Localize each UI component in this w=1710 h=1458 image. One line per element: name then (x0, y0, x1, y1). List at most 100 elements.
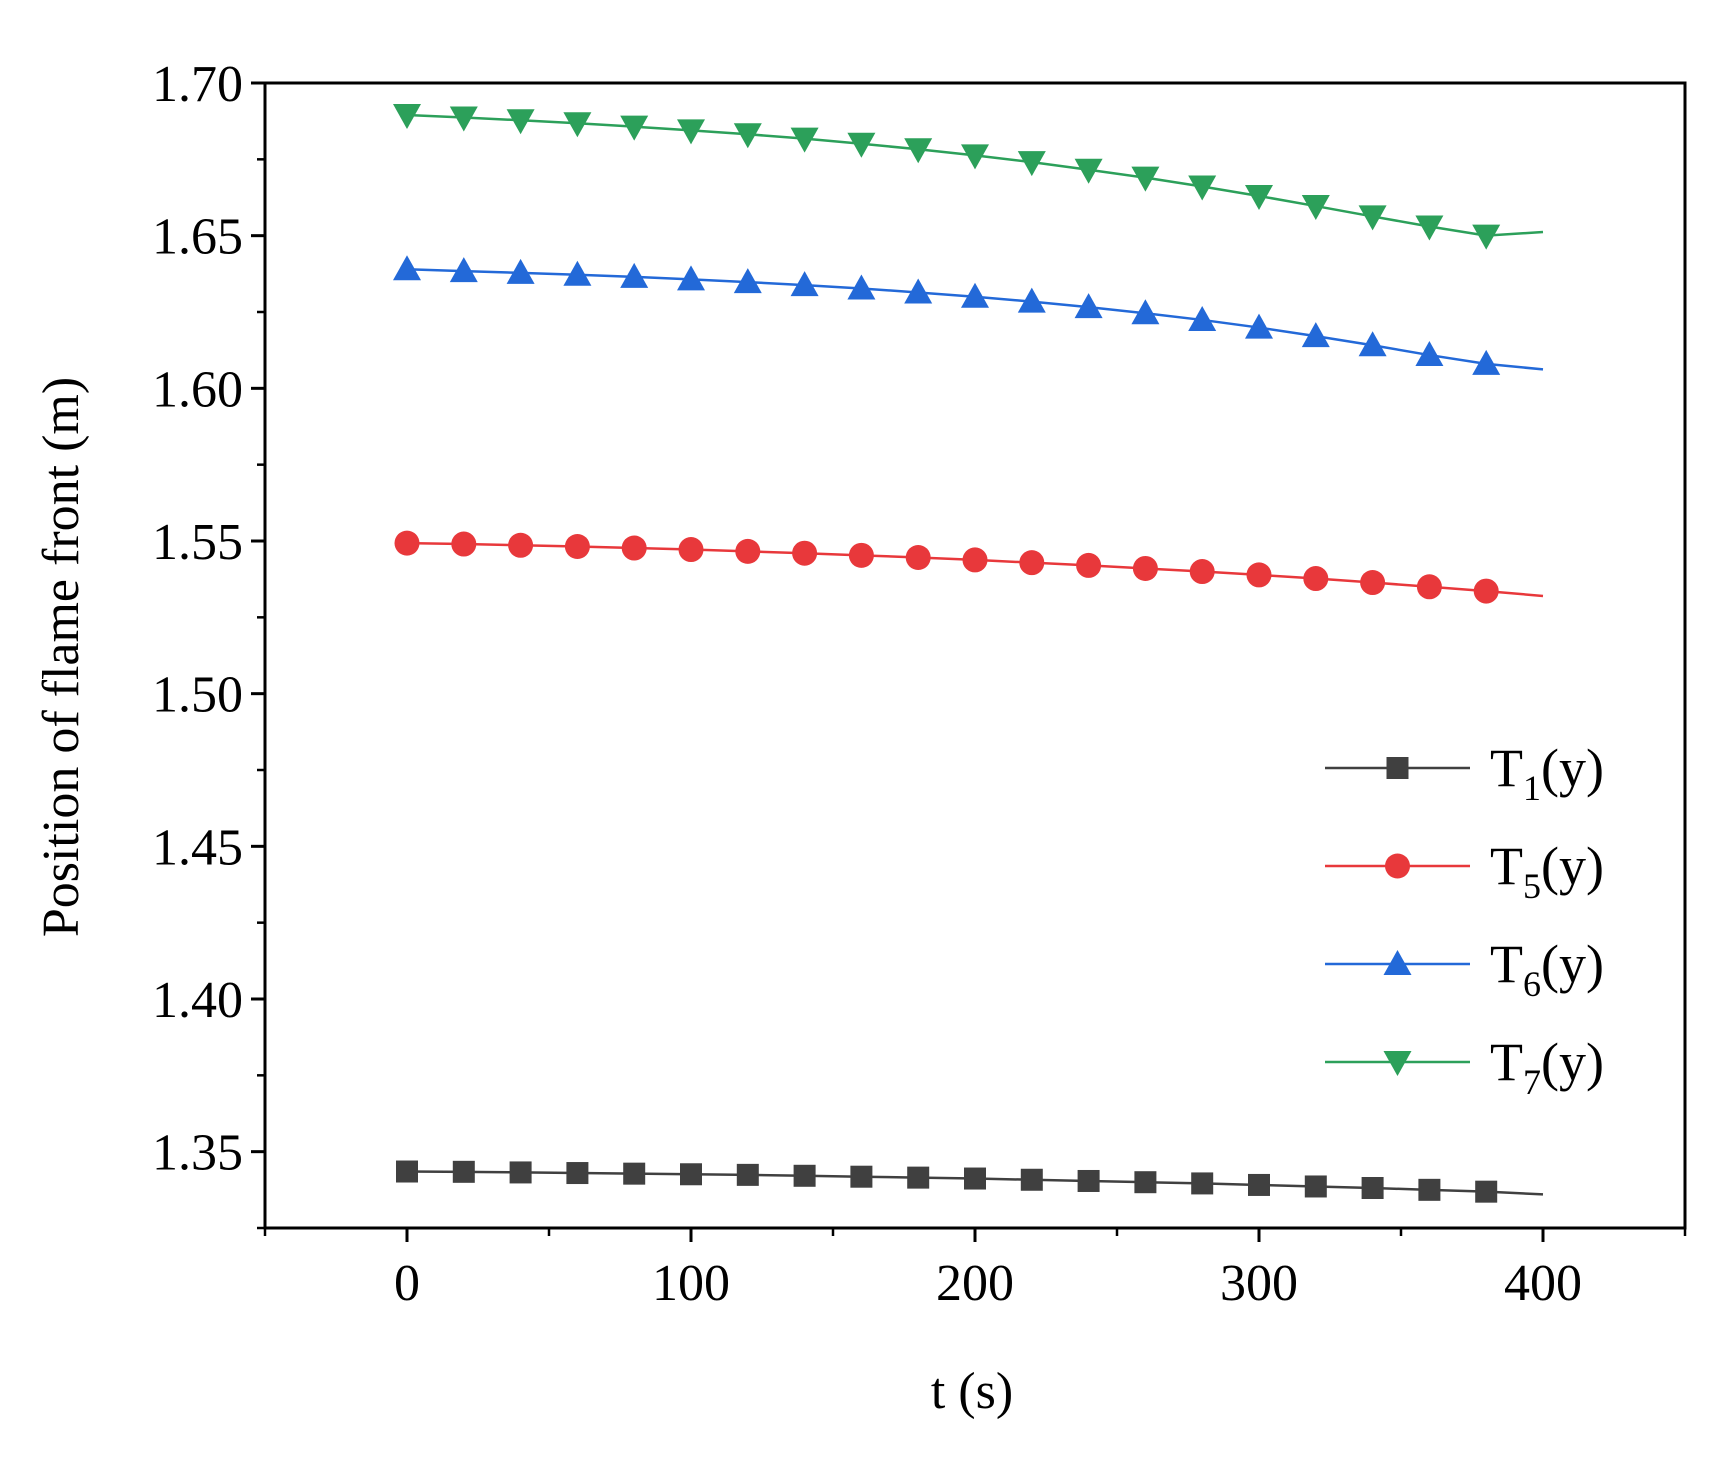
series-3 (393, 255, 1544, 375)
data-point (566, 1162, 589, 1185)
legend-label: T1(y) (1490, 738, 1604, 808)
data-point (621, 535, 647, 561)
data-point (904, 278, 933, 304)
y-axis-ticks: 1.35 1.40 1.45 1.50 1.55 1.60 1.65 1.70 (152, 56, 265, 1230)
data-point (733, 123, 762, 149)
data-point (848, 542, 874, 568)
legend: T1(y) T5(y) T6(y) T7(y) (1325, 738, 1604, 1102)
x-tick-label: 300 (1220, 1255, 1298, 1312)
data-point (961, 144, 989, 170)
data-point (907, 1166, 930, 1189)
data-point (1301, 322, 1330, 348)
data-point (1131, 166, 1160, 192)
data-point (1246, 562, 1272, 588)
y-tick-label: 1.60 (152, 361, 243, 418)
x-axis-title: t (s) (931, 1363, 1013, 1420)
data-point (1020, 1168, 1043, 1191)
x-tick-label: 200 (936, 1255, 1014, 1312)
data-point (1188, 175, 1217, 201)
data-point (452, 1160, 475, 1183)
data-point (1472, 224, 1501, 250)
data-point (1076, 552, 1102, 578)
data-point (1245, 313, 1273, 339)
data-point (1415, 341, 1444, 367)
data-point (790, 127, 819, 153)
data-point (1188, 305, 1217, 331)
data-point (508, 532, 534, 558)
x-tick-label: 400 (1504, 1255, 1582, 1312)
data-point (905, 544, 931, 570)
data-point (678, 537, 704, 563)
data-point (623, 1162, 646, 1185)
data-point (1017, 151, 1046, 177)
legend-marker (1385, 853, 1410, 879)
x-axis-ticks: 0 100 200 300 400 (263, 1228, 1687, 1312)
data-point (1245, 184, 1273, 210)
data-point (961, 282, 989, 308)
data-point (1418, 1178, 1441, 1201)
data-point (449, 106, 478, 132)
series-layer (393, 104, 1544, 1203)
data-point (1303, 566, 1329, 592)
data-point (793, 1164, 816, 1187)
data-point (394, 530, 420, 556)
data-point (736, 1163, 759, 1186)
data-point (1473, 578, 1499, 604)
plot-border (263, 81, 1687, 1230)
y-axis-title: Position of flame front (m) (33, 377, 90, 937)
data-point (1074, 293, 1103, 319)
data-point (451, 531, 477, 557)
legend-item: T1(y) (1325, 738, 1604, 808)
legend-item: T5(y) (1325, 836, 1604, 906)
legend-marker (1386, 757, 1409, 779)
data-point (677, 265, 705, 291)
data-point (847, 132, 876, 158)
data-point (1074, 158, 1103, 184)
data-point (964, 1167, 986, 1190)
data-point (962, 547, 988, 573)
data-point (1191, 1172, 1214, 1195)
data-point (1416, 574, 1442, 600)
legend-label: T7(y) (1490, 1032, 1604, 1102)
data-point (563, 112, 592, 138)
data-point (1415, 215, 1444, 241)
legend-marker (1383, 950, 1412, 975)
data-point (506, 109, 535, 135)
data-point (393, 255, 421, 281)
data-point (1132, 555, 1158, 581)
data-point (564, 533, 590, 559)
series-2 (394, 530, 1544, 604)
data-point (1131, 299, 1160, 325)
y-tick-label: 1.70 (152, 56, 243, 113)
data-point (1358, 331, 1387, 357)
data-point (1361, 1177, 1384, 1200)
data-point (1358, 205, 1387, 231)
data-point (1248, 1173, 1270, 1196)
y-tick-label: 1.65 (152, 209, 243, 266)
data-point (1019, 550, 1045, 576)
data-point (790, 271, 819, 297)
data-point (850, 1165, 873, 1188)
data-point (396, 1160, 418, 1183)
series-1 (396, 1160, 1544, 1203)
data-point (680, 1163, 702, 1186)
data-point (1077, 1169, 1100, 1192)
data-point (1475, 1180, 1498, 1203)
data-point (735, 538, 761, 564)
data-point (620, 115, 649, 141)
data-point (677, 119, 705, 145)
y-tick-label: 1.35 (152, 1125, 243, 1182)
data-point (1360, 570, 1386, 596)
data-point (1301, 195, 1330, 221)
data-point (792, 540, 818, 566)
y-tick-label: 1.40 (152, 972, 243, 1029)
x-tick-label: 100 (652, 1255, 730, 1312)
y-tick-label: 1.55 (152, 514, 243, 571)
y-tick-label: 1.50 (152, 667, 243, 724)
data-point (563, 260, 592, 286)
x-tick-label: 0 (394, 1255, 420, 1312)
series-4 (393, 104, 1544, 250)
data-point (1134, 1171, 1157, 1194)
legend-item: T6(y) (1325, 934, 1604, 1004)
data-point (1472, 349, 1501, 375)
